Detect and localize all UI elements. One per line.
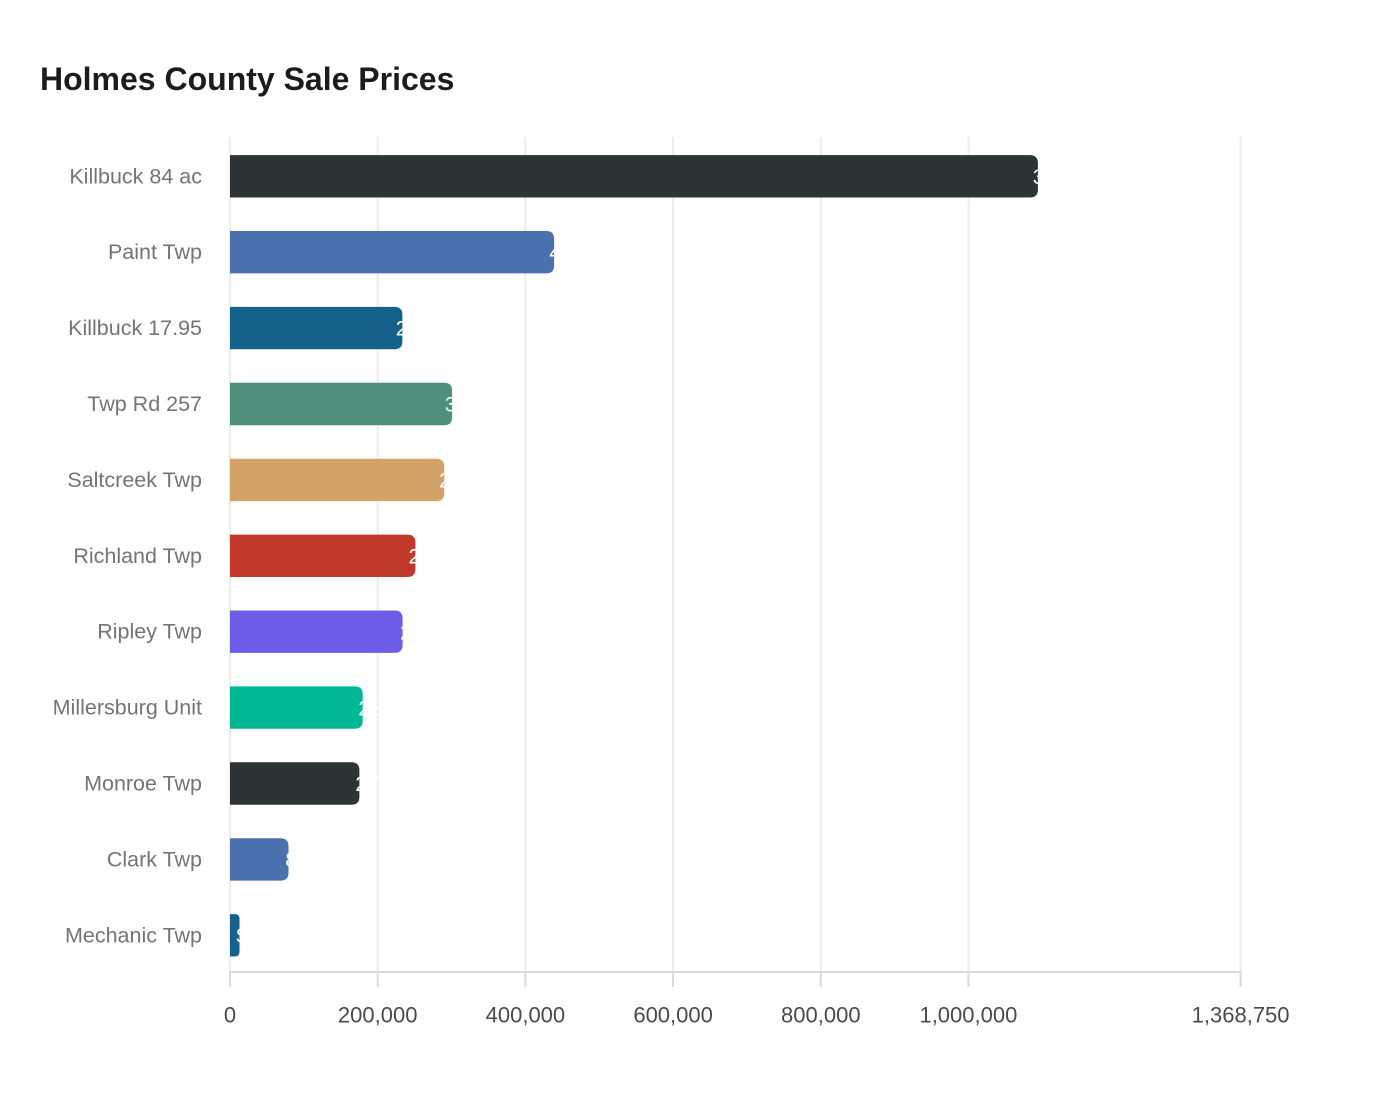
svg-text:Killbuck 84 ac: Killbuck 84 ac <box>69 164 202 188</box>
svg-text:2: 2 <box>355 773 367 796</box>
svg-text:3: 3 <box>372 697 384 720</box>
svg-text:2: 2 <box>409 546 421 569</box>
svg-text:0: 0 <box>224 1003 236 1028</box>
svg-text:Ripley Twp: Ripley Twp <box>97 620 202 644</box>
svg-text:2: 2 <box>439 470 451 493</box>
svg-text:400,000: 400,000 <box>486 1003 566 1028</box>
svg-text:2: 2 <box>358 697 370 720</box>
svg-text:Richland Twp: Richland Twp <box>73 544 202 568</box>
svg-text:8: 8 <box>285 849 297 872</box>
svg-text:Holmes County Sale Prices: Holmes County Sale Prices <box>40 61 454 97</box>
svg-text:Monroe Twp: Monroe Twp <box>84 772 202 796</box>
svg-text:3: 3 <box>1033 166 1045 189</box>
svg-text:200,000: 200,000 <box>338 1003 418 1028</box>
svg-text:7: 7 <box>376 773 388 796</box>
svg-text:Millersburg Unit: Millersburg Unit <box>53 696 202 720</box>
svg-text:3: 3 <box>445 394 457 417</box>
svg-text:4: 4 <box>549 242 561 265</box>
svg-text:Killbuck 17.95: Killbuck 17.95 <box>68 316 202 340</box>
svg-text:$: $ <box>236 925 248 948</box>
svg-text:1,000,000: 1,000,000 <box>919 1003 1017 1028</box>
svg-text:Paint Twp: Paint Twp <box>108 240 202 264</box>
svg-text:Clark Twp: Clark Twp <box>107 847 202 871</box>
svg-text:1,368,750: 1,368,750 <box>1192 1003 1290 1028</box>
svg-text:Saltcreek Twp: Saltcreek Twp <box>67 468 202 492</box>
svg-text:800,000: 800,000 <box>781 1003 861 1028</box>
svg-text:600,000: 600,000 <box>633 1003 713 1028</box>
svg-text:Twp Rd 257: Twp Rd 257 <box>87 392 202 416</box>
svg-text:2: 2 <box>400 621 412 644</box>
svg-text:Mechanic Twp: Mechanic Twp <box>65 923 202 947</box>
svg-text:2: 2 <box>396 318 408 341</box>
